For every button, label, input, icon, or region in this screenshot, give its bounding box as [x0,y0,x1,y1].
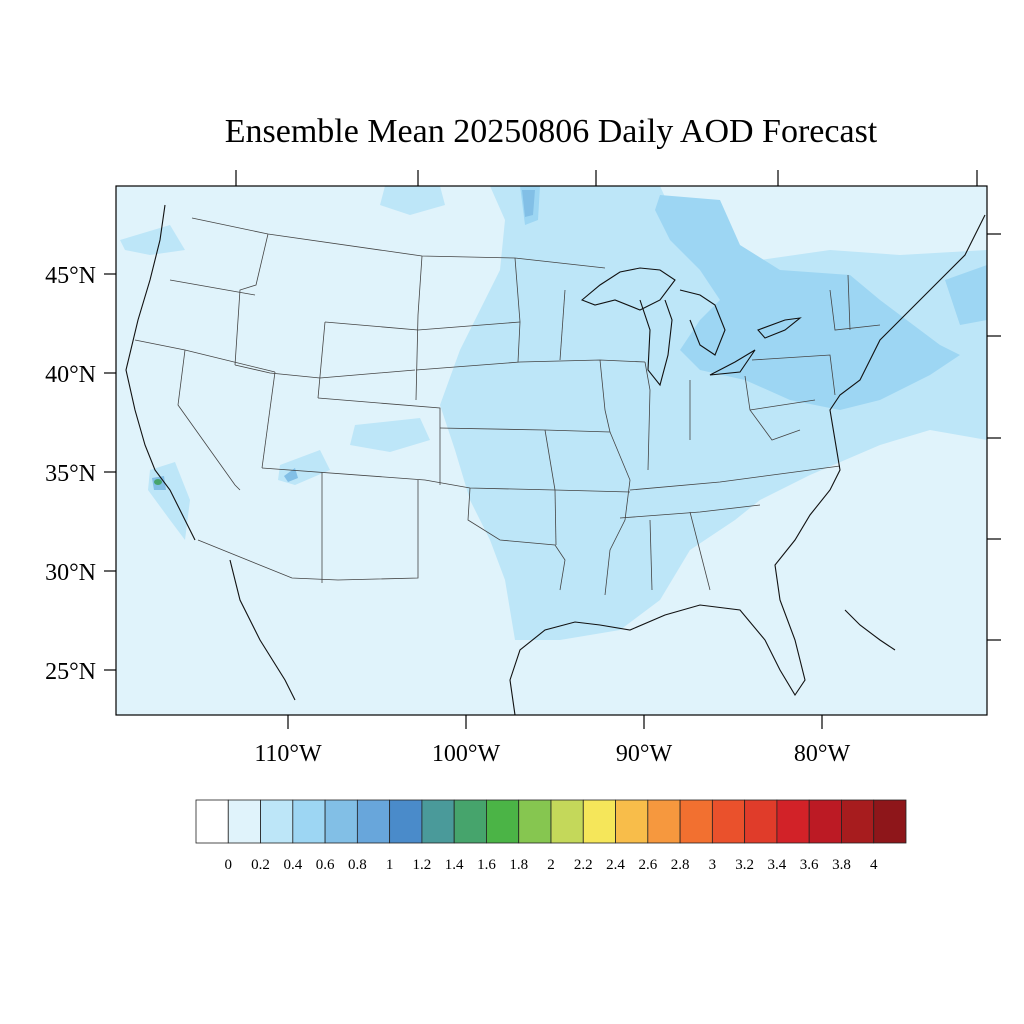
coastlines [125,204,986,716]
lat-tick-label: 45°N [45,263,96,289]
colorbar-swatch [582,799,616,844]
lon-tick-label: 110°W [254,741,322,767]
colorbar-tick-label: 1.2 [413,857,432,873]
colorbar-swatch [227,799,261,844]
colorbar-swatch [324,799,358,844]
colorbar-swatch [292,799,326,844]
lat-tick-group: 45°N 40°N 35°N 30°N 25°N [45,233,1001,685]
lat-tick-label: 25°N [45,659,96,685]
colorbar-swatch [841,799,875,844]
colorbar-tick-label: 0.2 [251,857,270,873]
lat-tick-label: 30°N [45,560,96,586]
colorbar-swatch [195,799,229,844]
colorbar-tick-label: 2.6 [638,857,657,873]
map-frame [115,185,988,716]
colorbar-tick-label: 0.8 [348,857,367,873]
map-title: Ensemble Mean 20250806 Daily AOD Forecas… [225,113,878,150]
colorbar-tick-label: 0.4 [283,857,302,873]
colorbar-tick-label: 1.4 [445,857,464,873]
colorbar-tick-label: 1.6 [477,857,496,873]
lon-tick-group: 110°W 100°W 90°W 80°W [235,170,978,767]
colorbar-tick-label: 0 [225,857,233,873]
colorbar-tick-label: 4 [870,857,878,873]
colorbar-tick-label: 0.6 [316,857,335,873]
lon-tick-label: 90°W [616,741,673,767]
colorbar-swatch [776,799,810,844]
colorbar-swatch [421,799,455,844]
colorbar-tick-label: 2.2 [574,857,593,873]
colorbar-tick-label: 2.4 [606,857,625,873]
colorbar-swatch [647,799,681,844]
colorbar-tick-label: 1.8 [509,857,528,873]
colorbar-swatch [518,799,552,844]
state-borders [134,217,881,596]
lon-tick-label: 80°W [794,741,851,767]
lon-tick-label: 100°W [432,741,501,767]
colorbar-tick-label: 3.4 [768,857,787,873]
colorbar-swatch [486,799,520,844]
colorbar-swatch [615,799,649,844]
colorbar-tick-label: 3.6 [800,857,819,873]
colorbar-swatch [744,799,778,844]
colorbar-tick-label: 3 [709,857,717,873]
colorbar-tick-label: 3.8 [832,857,851,873]
colorbar-tick-label: 2.8 [671,857,690,873]
colorbar-swatch [389,799,423,844]
colorbar-swatch [453,799,487,844]
colorbar-swatch [679,799,713,844]
lat-tick-label: 40°N [45,362,96,388]
aod-shading-layer [120,186,987,640]
colorbar-swatch [808,799,842,844]
colorbar-swatch [356,799,391,844]
colorbar-tick-label: 1 [386,857,394,873]
colorbar-swatch [550,799,584,844]
colorbar-swatch [260,799,294,844]
colorbar-tick-label: 2 [547,857,555,873]
colorbar-swatch [711,799,746,844]
colorbar: 0 0.2 0.4 0.6 0.8 1 1.2 1.4 1.6 1.8 2 2.2 2.4 2.6 2.8 3… [195,799,907,873]
colorbar-tick-label: 3.2 [735,857,754,873]
lat-tick-label: 35°N [45,461,96,487]
colorbar-swatch [873,799,907,844]
